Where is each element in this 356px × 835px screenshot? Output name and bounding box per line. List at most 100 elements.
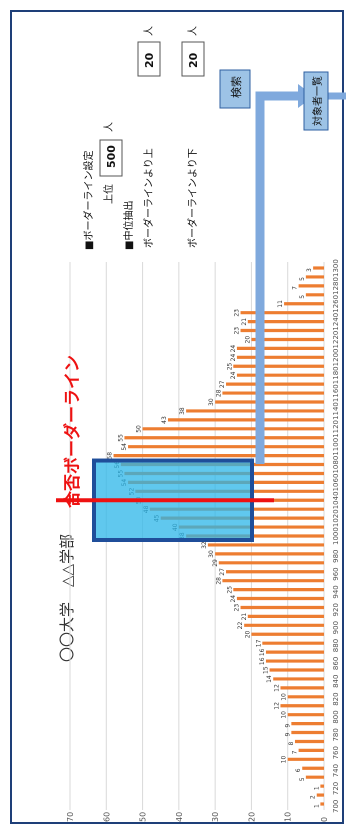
bar-data-label: 24 <box>230 345 237 353</box>
category-tick-label: 780 <box>332 728 340 741</box>
list-button-label: 対象者一覧 <box>311 76 324 126</box>
bar-data-label: 10 <box>281 711 288 719</box>
chart-title: 〇〇大学 △△学部 <box>58 534 76 662</box>
bar-data-label: 27 <box>219 380 226 388</box>
bar-data-label: 8 <box>288 741 295 745</box>
category-tick-label: 960 <box>332 567 340 580</box>
category-tick-label: 1200 <box>332 349 340 367</box>
bar-data-label: 16 <box>259 657 266 665</box>
category-tick-label: 900 <box>332 621 340 634</box>
bar-data-label: 38 <box>179 407 186 415</box>
bar-data-label: 5 <box>299 295 306 299</box>
top-count-input[interactable]: 500 <box>99 139 123 177</box>
bar-data-label: 6 <box>295 768 302 772</box>
category-tick-label: 920 <box>332 603 340 616</box>
category-tick-label: 720 <box>332 782 340 795</box>
bar-data-label: 15 <box>263 666 270 674</box>
flow-arrow <box>255 91 302 464</box>
bar-data-label: 30 <box>208 550 215 558</box>
bar-data-label: 7 <box>292 750 299 754</box>
bar-data-label: 7 <box>292 286 299 290</box>
bar-data-label: 30 <box>208 398 215 406</box>
category-tick-label: 1080 <box>332 456 340 474</box>
bar-data-label: 54 <box>121 443 128 451</box>
bar-data-label: 23 <box>234 309 241 317</box>
below-unit: 人 <box>187 26 199 36</box>
category-tick-label: 820 <box>332 692 340 705</box>
bar-data-label: 11 <box>277 300 284 308</box>
category-tick-label: 980 <box>332 549 340 562</box>
bar-data-label: 24 <box>230 354 237 362</box>
category-tick-label: 760 <box>332 746 340 759</box>
value-tick-label: 50 <box>139 812 148 822</box>
bar-data-label: 43 <box>161 416 168 424</box>
chart-canvas: 〇〇大学 △△学部 010203040506070121561078991012… <box>56 26 346 822</box>
bar-data-label: 50 <box>136 425 143 433</box>
bar-data-label: 23 <box>234 327 241 335</box>
value-tick-label: 70 <box>66 812 75 822</box>
category-tick-label: 1020 <box>332 509 340 527</box>
bar-data-label: 12 <box>273 702 280 710</box>
bar-data-label: 2 <box>310 795 317 799</box>
above-count-value: 20 <box>143 52 156 68</box>
bar-data-label: 23 <box>234 604 241 612</box>
bar-data-label: 20 <box>244 630 251 638</box>
bar-data-label: 24 <box>230 595 237 603</box>
border-setting-heading: ■ボーダーライン設定 <box>82 151 95 250</box>
search-button[interactable]: 検索 <box>219 69 251 109</box>
category-tick-label: 740 <box>332 764 340 777</box>
bar-data-label: 5 <box>299 777 306 781</box>
category-tick-label: 1280 <box>332 277 340 295</box>
bar-data-label: 5 <box>299 277 306 281</box>
bar-data-label: 21 <box>241 613 248 621</box>
top-unit: 人 <box>103 122 115 132</box>
pass-line-label: 合否ボーダーライン <box>62 355 83 508</box>
bar-data-label: 25 <box>226 586 233 594</box>
category-tick-label: 940 <box>332 585 340 598</box>
bar-data-label: 27 <box>219 568 226 576</box>
category-tick-label: 1120 <box>332 420 340 438</box>
category-tick-label: 1220 <box>332 331 340 349</box>
bar-data-label: 1 <box>313 804 320 808</box>
category-tick-label: 1240 <box>332 313 340 331</box>
above-count-input[interactable]: 20 <box>137 41 161 77</box>
category-tick-label: 1000 <box>332 527 340 545</box>
bar-data-label: 9 <box>284 724 291 728</box>
category-tick-label: 860 <box>332 657 340 670</box>
bar-data-label: 1 <box>313 786 320 790</box>
value-tick-label: 0 <box>320 817 329 822</box>
value-tick-label: 60 <box>102 812 111 822</box>
bar-data-label: 32 <box>201 541 208 549</box>
category-tick-label: 1180 <box>332 366 340 384</box>
bar-data-label: 9 <box>284 733 291 737</box>
bar-data-label: 17 <box>255 639 262 647</box>
value-tick-label: 40 <box>175 812 184 822</box>
bar-data-label: 28 <box>215 389 222 397</box>
category-tick-label: 840 <box>332 675 340 688</box>
bar-data-label: 10 <box>281 756 288 764</box>
value-tick-label: 20 <box>247 812 256 822</box>
bar-data-label: 29 <box>212 559 219 567</box>
category-tick-label: 1040 <box>332 491 340 509</box>
bar-data-label: 25 <box>226 362 233 370</box>
category-tick-label: 1060 <box>332 474 340 492</box>
bar-data-label: 22 <box>237 622 244 630</box>
bar-data-label: 20 <box>244 336 251 344</box>
category-tick-label: 1160 <box>332 384 340 402</box>
above-unit: 人 <box>143 26 155 36</box>
middle-extract-heading: ■中位抽出 <box>122 201 135 250</box>
middle-below-label: ボーダーラインより下 <box>186 148 199 248</box>
bar-data-label: 28 <box>215 577 222 585</box>
bar-data-label: 14 <box>266 675 273 683</box>
bar-data-label: 12 <box>273 684 280 692</box>
below-count-value: 20 <box>187 52 200 68</box>
screen-frame: 〇〇大学 △△学部 0 10 20 30 40 50 60 70 1 2 1 5 6 10 7 8 9 9 10 12… <box>10 10 346 824</box>
category-tick-label: 1100 <box>332 438 340 456</box>
below-count-input[interactable]: 20 <box>181 41 205 77</box>
list-button[interactable]: 対象者一覧 <box>303 71 329 131</box>
search-button-label: 検索 <box>229 76 243 98</box>
value-tick-label: 10 <box>284 812 293 822</box>
bar-data-label: 16 <box>259 648 266 656</box>
bar-data-label: 10 <box>281 693 288 701</box>
bar-data-label: 55 <box>117 434 124 442</box>
